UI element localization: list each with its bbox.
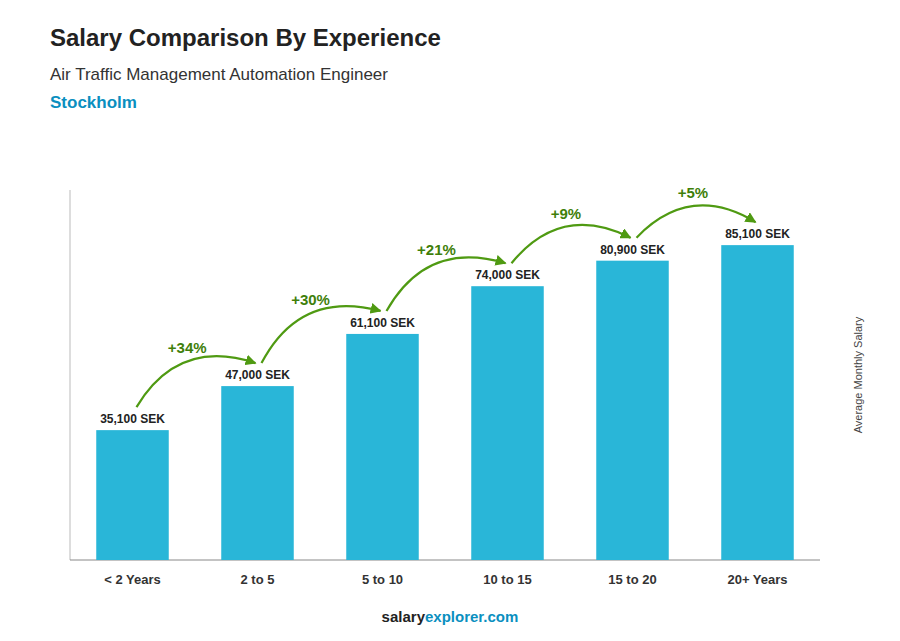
growth-label: +5% — [678, 184, 708, 201]
x-tick-label: 10 to 15 — [483, 572, 531, 587]
growth-arrow — [512, 225, 631, 263]
chart: Salary Comparison By Experience Air Traff… — [0, 0, 900, 641]
bar — [471, 286, 544, 560]
data-label: 61,100 SEK — [350, 316, 415, 330]
growth-arrow — [262, 306, 381, 363]
growth-label: +21% — [417, 241, 456, 258]
footer-part: explorer.com — [425, 608, 518, 625]
growth-label: +34% — [168, 339, 207, 356]
growth-arrow — [137, 356, 256, 407]
growth-label: +30% — [291, 291, 330, 308]
footer: salaryexplorer.com — [382, 608, 519, 625]
bar — [221, 386, 294, 560]
x-tick-label: 15 to 20 — [608, 572, 656, 587]
x-axis-line — [70, 560, 820, 561]
subtitle: Stockholm — [50, 93, 137, 112]
x-tick-label: 20+ Years — [727, 572, 787, 587]
bar — [346, 334, 419, 560]
x-tick-label: 5 to 10 — [362, 572, 403, 587]
y-axis-label: Average Monthly Salary — [852, 316, 864, 433]
growth-arrow — [387, 257, 506, 311]
title: Salary Comparison By Experience — [50, 24, 441, 51]
data-label: 74,000 SEK — [475, 268, 540, 282]
x-tick-label: 2 to 5 — [241, 572, 275, 587]
growth-arrow — [637, 205, 756, 237]
growth-label: +9% — [551, 205, 581, 222]
bar — [596, 261, 669, 560]
bar — [721, 245, 794, 560]
footer-part: salary — [382, 608, 426, 625]
data-label: 80,900 SEK — [600, 243, 665, 257]
data-label: 85,100 SEK — [725, 227, 790, 241]
data-label: 35,100 SEK — [100, 412, 165, 426]
bar — [96, 430, 169, 560]
bars — [96, 245, 794, 560]
data-label: 47,000 SEK — [225, 368, 290, 382]
subtitle: Air Traffic Management Automation Engine… — [50, 65, 388, 84]
y-axis-line — [70, 190, 71, 560]
x-tick-label: < 2 Years — [104, 572, 161, 587]
chart-container: Salary Comparison By Experience Air Traff… — [0, 0, 900, 641]
